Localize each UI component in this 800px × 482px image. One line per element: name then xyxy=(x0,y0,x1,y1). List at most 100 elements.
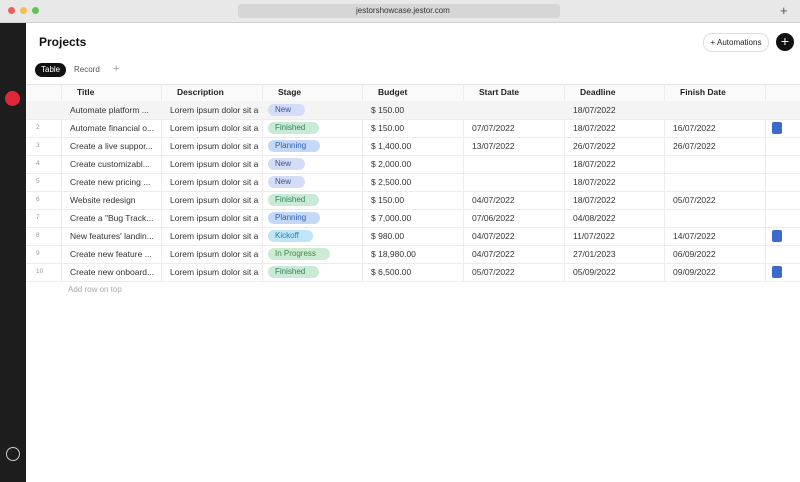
description-cell[interactable]: Lorem ipsum dolor sit am xyxy=(170,249,259,259)
add-row[interactable]: Add row on top xyxy=(68,285,122,294)
finish-cell[interactable]: 06/09/2022 xyxy=(673,249,716,259)
row[interactable] xyxy=(26,101,800,120)
finish-cell[interactable]: 26/07/2022 xyxy=(673,141,716,151)
stage-pill[interactable]: Planning xyxy=(268,140,321,152)
doc-icon[interactable] xyxy=(772,122,782,134)
budget-cell[interactable]: $ 150.00 xyxy=(371,123,405,133)
title-cell[interactable]: Website redesign xyxy=(70,195,136,205)
budget-cell[interactable]: $ 2,000.00 xyxy=(371,159,412,169)
deadline-cell[interactable]: 05/09/2022 xyxy=(573,267,616,277)
title-cell[interactable]: Create customizabl... xyxy=(70,159,150,169)
row[interactable] xyxy=(26,137,800,156)
finish-cell[interactable]: 14/07/2022 xyxy=(673,231,716,241)
deadline-cell[interactable]: 04/08/2022 xyxy=(573,213,616,223)
column-header[interactable]: Deadline xyxy=(580,87,616,97)
stage-pill[interactable]: Planning xyxy=(268,212,321,224)
start-cell[interactable]: 04/07/2022 xyxy=(472,231,515,241)
row[interactable] xyxy=(26,191,800,210)
budget-cell[interactable]: $ 18,980.00 xyxy=(371,249,416,259)
start-cell[interactable]: 07/07/2022 xyxy=(472,123,515,133)
description-cell[interactable]: Lorem ipsum dolor sit am xyxy=(170,159,259,169)
deadline-cell[interactable]: 26/07/2022 xyxy=(573,141,616,151)
description-cell[interactable]: Lorem ipsum dolor sit am xyxy=(170,213,259,223)
maximize-dot[interactable] xyxy=(32,7,39,14)
row[interactable] xyxy=(26,245,800,264)
deadline-cell[interactable]: 18/07/2022 xyxy=(573,159,616,169)
automations-button[interactable]: + Automations xyxy=(703,33,769,52)
tab[interactable]: Record xyxy=(74,65,100,74)
add-button[interactable]: + xyxy=(776,33,794,51)
row[interactable] xyxy=(26,209,800,228)
stage-pill[interactable]: Finished xyxy=(268,194,320,206)
title-cell[interactable]: Create a live suppor... xyxy=(70,141,153,151)
column-divider xyxy=(161,84,162,281)
description-cell[interactable]: Lorem ipsum dolor sit am xyxy=(170,195,259,205)
stage-pill[interactable]: New xyxy=(268,158,306,170)
stage-pill[interactable]: Finished xyxy=(268,266,320,278)
start-cell[interactable]: 04/07/2022 xyxy=(472,249,515,259)
minimize-dot[interactable] xyxy=(20,7,27,14)
row[interactable] xyxy=(26,227,800,246)
budget-cell[interactable]: $ 150.00 xyxy=(371,195,405,205)
new-tab[interactable]: + xyxy=(780,3,788,18)
finish-cell[interactable]: 09/09/2022 xyxy=(673,267,716,277)
title-cell[interactable]: Create new pricing ... xyxy=(70,177,151,187)
column-header[interactable]: Finish Date xyxy=(680,87,726,97)
description-cell[interactable]: Lorem ipsum dolor sit am xyxy=(170,267,259,277)
column-header[interactable]: Start Date xyxy=(479,87,520,97)
title-cell[interactable]: Create new feature ... xyxy=(70,249,152,259)
stage-pill[interactable]: In Progress xyxy=(268,248,330,260)
column-header[interactable]: Budget xyxy=(378,87,408,97)
row-number: 2 xyxy=(36,124,40,131)
budget-cell[interactable]: $ 150.00 xyxy=(371,105,405,115)
stage-pill[interactable]: New xyxy=(268,104,306,116)
stage-pill[interactable]: Finished xyxy=(268,122,320,134)
budget-cell[interactable]: $ 7,000.00 xyxy=(371,213,412,223)
stage-pill[interactable]: Kickoff xyxy=(268,230,313,242)
stage-cell: Planning xyxy=(268,209,358,227)
tab[interactable]: Table xyxy=(35,63,67,77)
title-cell[interactable]: Automate financial o... xyxy=(70,123,155,133)
description-cell[interactable]: Lorem ipsum dolor sit am xyxy=(170,177,259,187)
start-cell[interactable]: 13/07/2022 xyxy=(472,141,515,151)
finish-cell[interactable]: 05/07/2022 xyxy=(673,195,716,205)
stage-pill[interactable]: New xyxy=(268,176,306,188)
column-header[interactable]: Description xyxy=(177,87,224,97)
row[interactable] xyxy=(26,263,800,282)
budget-cell[interactable]: $ 980.00 xyxy=(371,231,405,241)
deadline-cell[interactable]: 18/07/2022 xyxy=(573,177,616,187)
budget-cell[interactable]: $ 6,500.00 xyxy=(371,267,412,277)
description-cell[interactable]: Lorem ipsum dolor sit am xyxy=(170,141,259,151)
title-cell[interactable]: New features' landin... xyxy=(70,231,154,241)
stage-cell: Kickoff xyxy=(268,227,358,245)
add-tab[interactable]: + xyxy=(113,63,120,75)
description-cell[interactable]: Lorem ipsum dolor sit am xyxy=(170,231,259,241)
title-cell[interactable]: Create a "Bug Track... xyxy=(70,213,154,223)
title-cell[interactable]: Create new onboard... xyxy=(70,267,155,277)
start-cell[interactable]: 05/07/2022 xyxy=(472,267,515,277)
budget-cell[interactable]: $ 1,400.00 xyxy=(371,141,412,151)
deadline-cell[interactable]: 18/07/2022 xyxy=(573,195,616,205)
finish-cell[interactable]: 16/07/2022 xyxy=(673,123,716,133)
deadline-cell[interactable]: 11/07/2022 xyxy=(573,231,615,241)
tasks-icon[interactable] xyxy=(5,91,20,106)
column-header[interactable]: Stage xyxy=(278,87,302,97)
row[interactable] xyxy=(26,155,800,174)
doc-icon[interactable] xyxy=(772,230,782,242)
title-cell[interactable]: Automate platform ... xyxy=(70,105,149,115)
budget-cell[interactable]: $ 2,500.00 xyxy=(371,177,412,187)
doc-icon[interactable] xyxy=(772,266,782,278)
deadline-cell[interactable]: 18/07/2022 xyxy=(573,123,616,133)
deadline-cell[interactable]: 18/07/2022 xyxy=(573,105,616,115)
close-dot[interactable] xyxy=(8,7,15,14)
row[interactable] xyxy=(26,173,800,192)
start-cell[interactable]: 04/07/2022 xyxy=(472,195,515,205)
address-bar[interactable]: jestorshowcase.jestor.com xyxy=(238,4,560,18)
deadline-cell[interactable]: 27/01/2023 xyxy=(573,249,616,259)
column-header[interactable]: Title xyxy=(77,87,95,97)
row[interactable] xyxy=(26,119,800,138)
description-cell[interactable]: Lorem ipsum dolor sit am xyxy=(170,123,259,133)
settings-icon[interactable] xyxy=(6,447,20,461)
description-cell[interactable]: Lorem ipsum dolor sit am xyxy=(170,105,259,115)
start-cell[interactable]: 07/06/2022 xyxy=(472,213,515,223)
